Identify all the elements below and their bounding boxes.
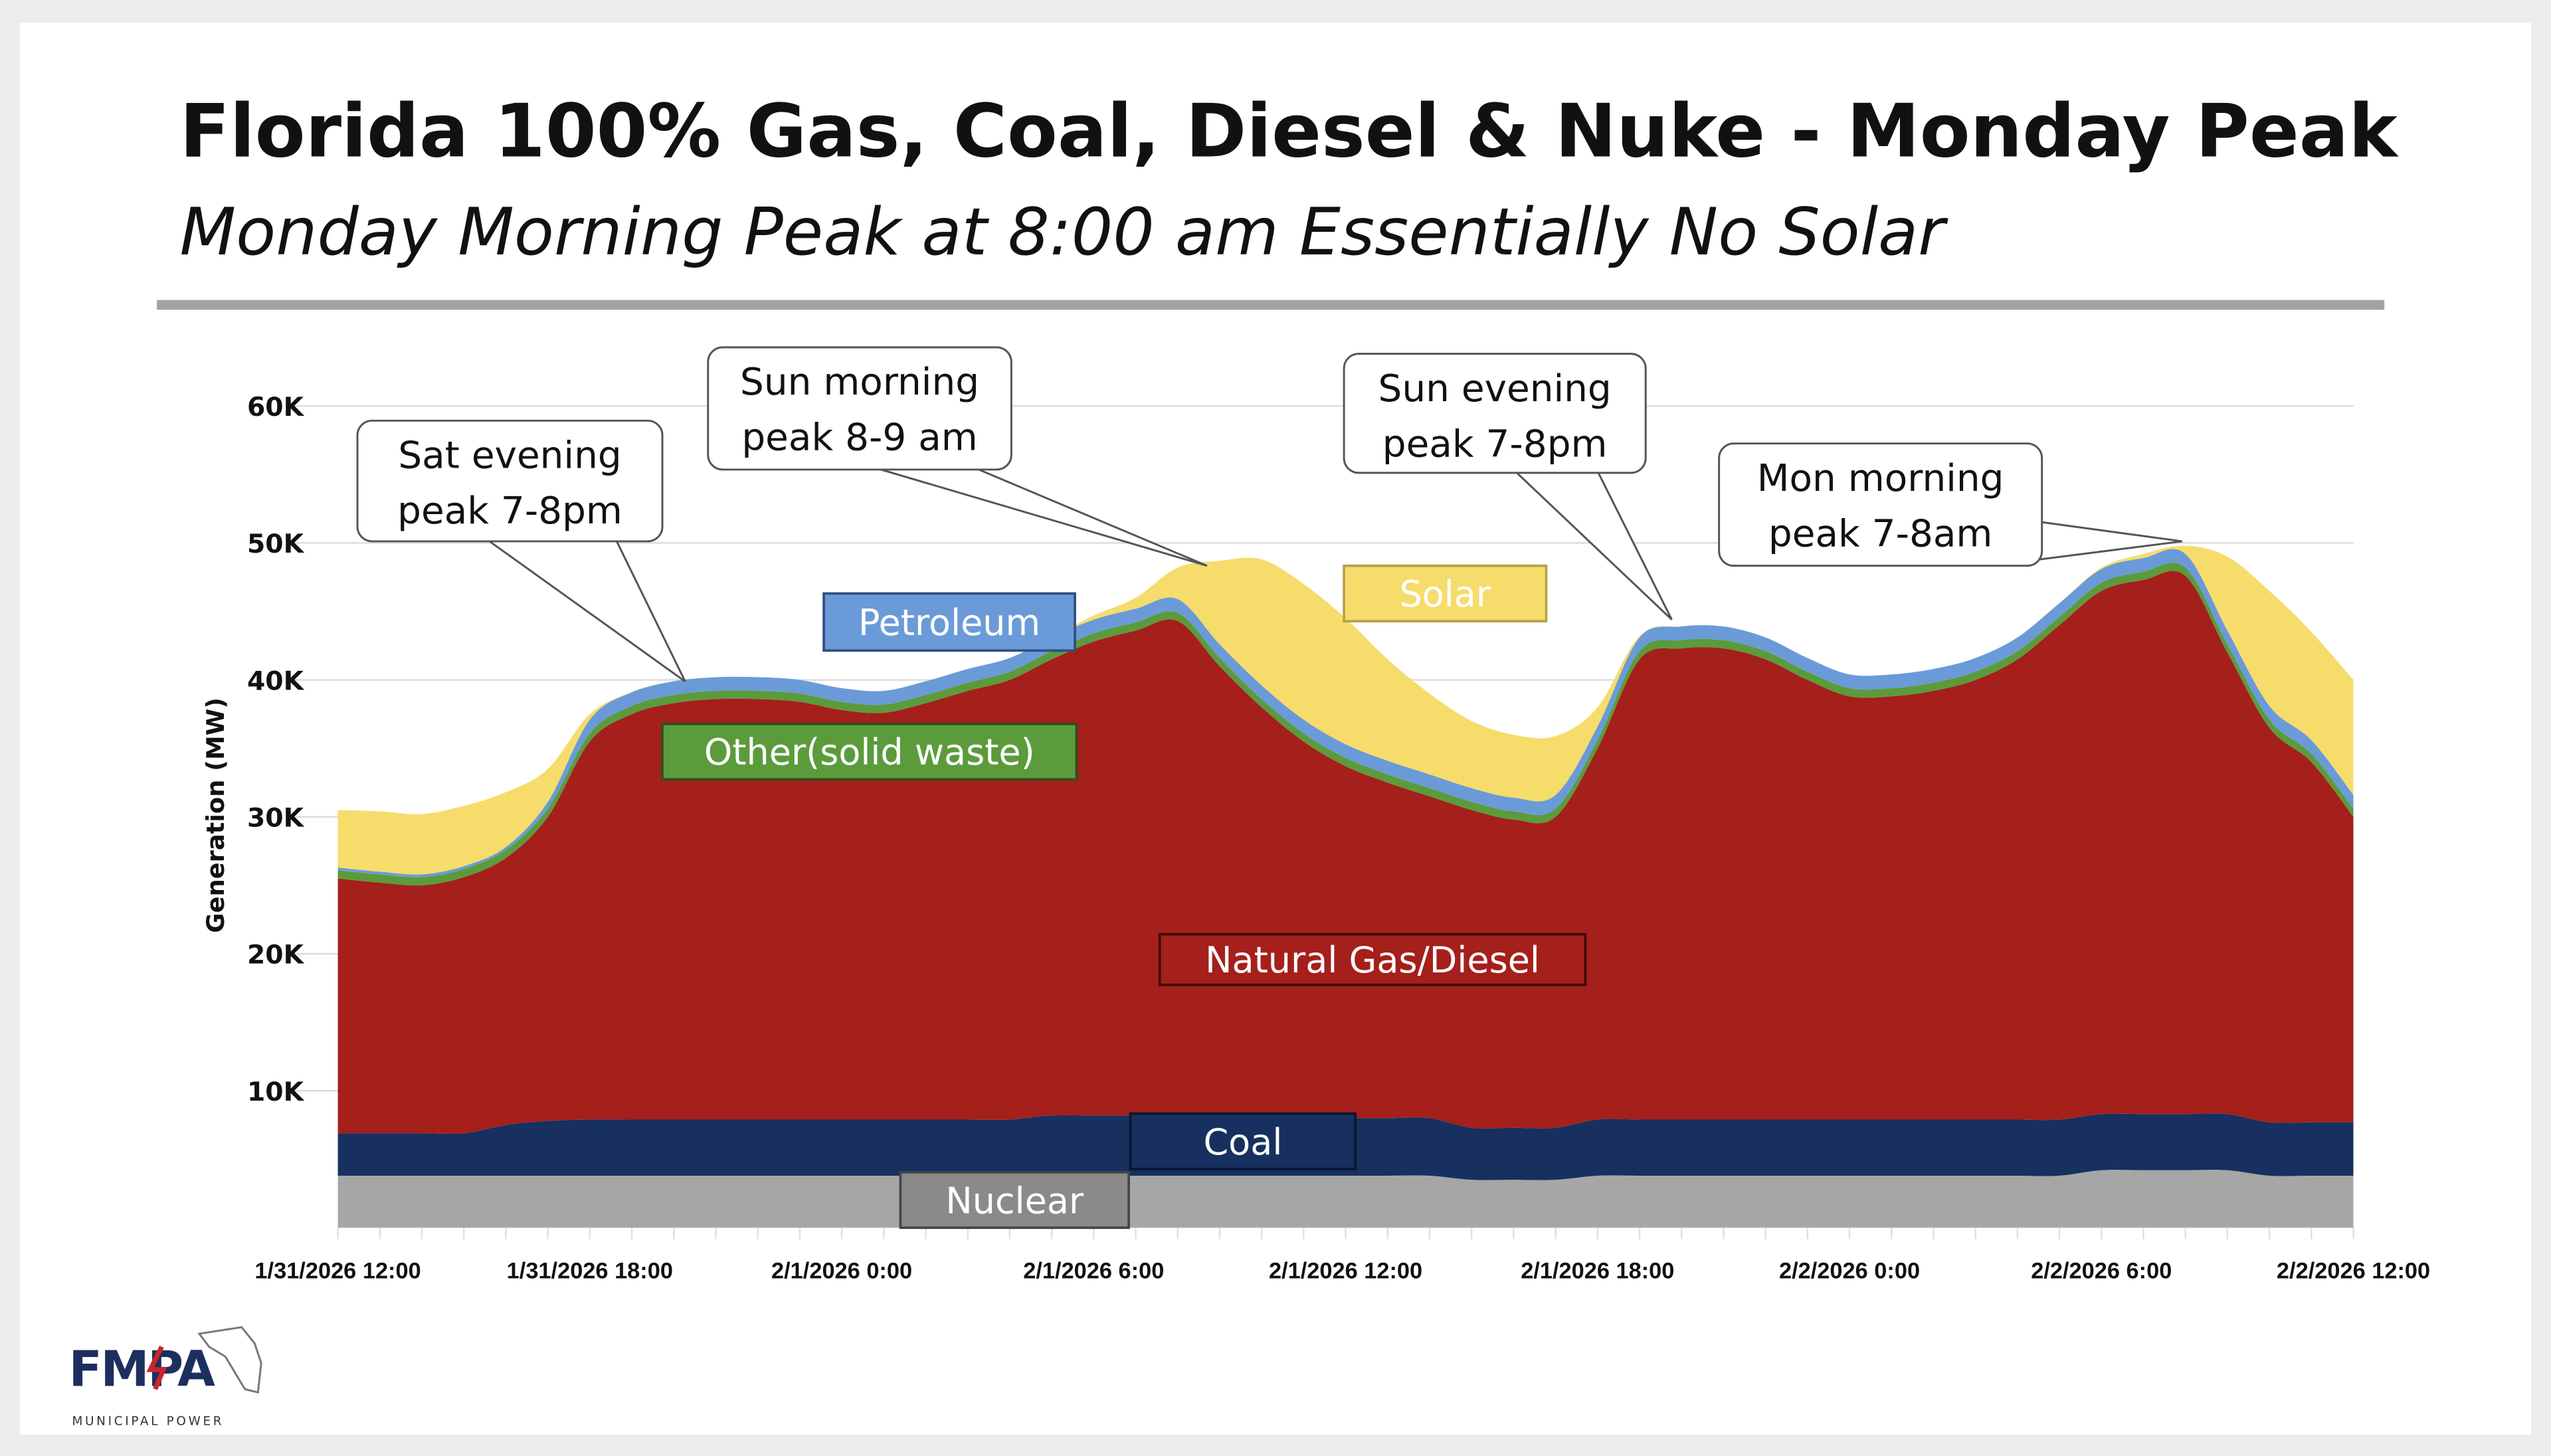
stacked-areas — [337, 545, 2354, 1228]
x-tick-label: 2/2/2026 6:00 — [2031, 1258, 2172, 1283]
callout: Sun morning peak 8-9 am — [707, 346, 1208, 567]
peak-callouts: Sat evening peak 7-8pm Sun morning peak 8-9… — [356, 346, 2182, 683]
logo-text: FMPA — [69, 1341, 215, 1398]
x-tick-label: 2/2/2026 0:00 — [1779, 1258, 1920, 1283]
title-divider — [157, 300, 2385, 310]
fmpa-logo: FMPA MUNICIPAL POWER — [69, 1326, 262, 1428]
series-label-coal: Coal — [1203, 1121, 1282, 1163]
y-tick-label: 60K — [247, 393, 305, 422]
y-axis-label: Generation (MW) — [201, 697, 230, 933]
callout: Sat evening peak 7-8pm — [356, 419, 686, 683]
area-natural-gas-diesel — [337, 571, 2354, 1134]
x-axis-ticks: 1/31/2026 12:00 1/31/2026 18:00 2/1/2026 0… — [254, 1228, 2430, 1283]
x-tick-label: 2/1/2026 0:00 — [771, 1258, 912, 1283]
y-tick-label: 20K — [247, 941, 305, 970]
x-tick-label: 2/1/2026 6:00 — [1023, 1258, 1164, 1283]
callout-text: Sun morning — [740, 361, 979, 404]
callout-box — [1718, 442, 2043, 567]
callout-pointer — [489, 540, 686, 683]
callout-box — [707, 346, 1012, 471]
x-tick-label: 2/1/2026 18:00 — [1521, 1258, 1674, 1283]
area-solar — [337, 545, 2354, 875]
y-tick-label: 50K — [247, 529, 305, 559]
x-tick-label: 2/1/2026 12:00 — [1269, 1258, 1422, 1283]
y-axis-ticks: 10K 20K 30K 40K 50K 60K — [247, 393, 305, 1107]
series-label-petroleum: Petroleum — [858, 602, 1040, 644]
callout-text: Mon morning — [1757, 457, 2004, 500]
page-title: Florida 100% Gas, Coal, Diesel & Nuke - … — [179, 89, 2399, 175]
callout-text: peak 7-8pm — [1382, 422, 1608, 466]
callout: Sun evening peak 7-8pm — [1343, 353, 1673, 620]
x-tick-label: 1/31/2026 12:00 — [254, 1258, 421, 1283]
x-tick-label: 2/2/2026 12:00 — [2277, 1258, 2430, 1283]
callout-text: Sat evening — [398, 434, 621, 477]
callout-text: Sun evening — [1378, 367, 1612, 410]
callout-pointer — [1516, 472, 1673, 620]
y-tick-label: 30K — [247, 804, 305, 834]
area-nuclear — [337, 1170, 2354, 1228]
label-box-natural-gas-diesel — [1158, 933, 1587, 986]
callout-box — [1343, 353, 1647, 474]
label-box-nuclear — [899, 1171, 1130, 1229]
callout-text: peak 8-9 am — [741, 416, 977, 459]
label-box-solar — [1343, 564, 1548, 623]
y-tick-label: 10K — [247, 1077, 305, 1107]
series-label-nuclear: Nuclear — [945, 1180, 1084, 1222]
callout-box — [356, 419, 664, 543]
callout: Mon morning peak 7-8am — [1718, 442, 2182, 567]
series-labels: Nuclear Coal Natural Gas/Diesel Other(solid… — [661, 564, 1587, 1229]
callout-pointer — [880, 468, 1208, 567]
callout-text: peak 7-8am — [1768, 512, 1992, 555]
label-box-coal — [1129, 1112, 1357, 1170]
label-box-petroleum — [822, 592, 1076, 652]
page-subtitle: Monday Morning Peak at 8:00 am Essential… — [179, 195, 1948, 270]
series-label-other-solid-waste-: Other(solid waste) — [704, 731, 1035, 773]
x-tick-label: 1/31/2026 18:00 — [507, 1258, 673, 1283]
logo-tagline: MUNICIPAL POWER — [72, 1414, 224, 1428]
series-label-solar: Solar — [1399, 573, 1491, 615]
y-tick-label: 40K — [247, 666, 305, 696]
callout-text: peak 7-8pm — [397, 490, 622, 533]
bolt-icon — [146, 1345, 167, 1390]
label-box-other-solid-waste- — [661, 723, 1078, 781]
florida-outline-icon — [197, 1326, 262, 1394]
series-label-natural-gas-diesel: Natural Gas/Diesel — [1205, 939, 1540, 981]
